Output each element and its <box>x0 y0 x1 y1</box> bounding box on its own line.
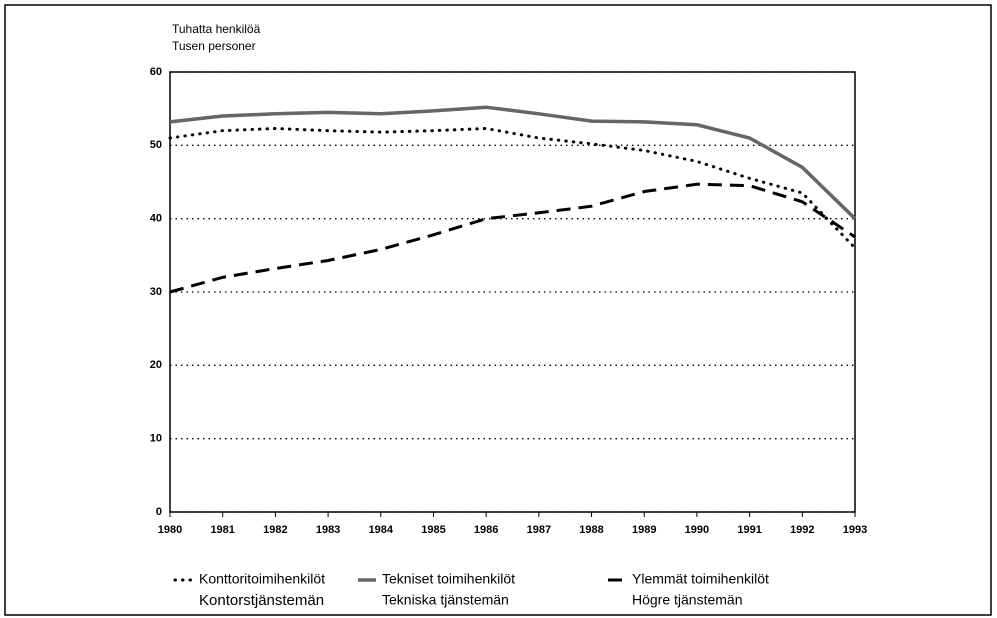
page-frame <box>4 4 992 616</box>
x-tick-label: 1988 <box>579 524 603 536</box>
x-tick-label: 1984 <box>369 524 394 536</box>
y-tick-label: 60 <box>150 66 162 78</box>
line-series <box>169 182 856 294</box>
x-tick-label: 1985 <box>421 524 445 536</box>
x-tick-label: 1986 <box>474 524 498 536</box>
y-axis-label: Tuhatta henkilöä <box>172 22 261 36</box>
x-tick-label: 1983 <box>316 524 340 536</box>
x-tick-label: 1993 <box>843 524 867 536</box>
x-tick-label: 1980 <box>158 524 182 536</box>
line-series <box>168 126 857 250</box>
y-tick-label: 50 <box>150 139 162 151</box>
x-tick-label: 1981 <box>210 524 234 536</box>
y-tick-label: 0 <box>156 506 162 518</box>
y-tick-label: 40 <box>150 213 162 225</box>
legend-label: Ylemmät toimihenkilöt <box>632 571 769 587</box>
x-tick-label: 1982 <box>263 524 287 536</box>
legend-label: Högre tjänstemän <box>632 592 743 608</box>
x-tick-label: 1990 <box>685 524 709 536</box>
legend-label: Tekniska tjänstemän <box>382 592 509 608</box>
y-axis-label: Tusen personer <box>172 39 256 53</box>
x-tick-label: 1987 <box>527 524 551 536</box>
y-tick-label: 30 <box>150 286 162 298</box>
legend-label: Kontorstjänstemän <box>199 592 324 609</box>
x-tick-label: 1989 <box>632 524 656 536</box>
legend-label: Konttoritoimihenkilöt <box>199 571 325 587</box>
y-tick-label: 10 <box>150 433 162 445</box>
line-series <box>169 105 857 220</box>
x-tick-label: 1991 <box>737 524 761 536</box>
x-tick-label: 1992 <box>790 524 814 536</box>
legend-label: Tekniset toimihenkilöt <box>382 571 515 587</box>
y-tick-label: 20 <box>150 359 162 371</box>
